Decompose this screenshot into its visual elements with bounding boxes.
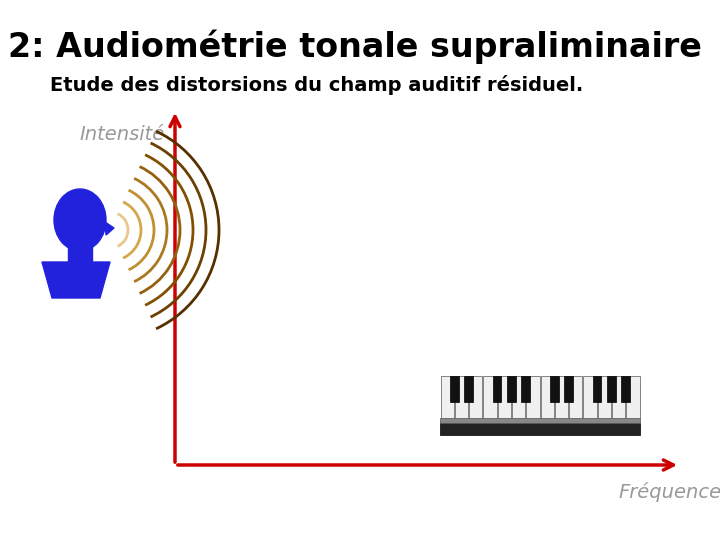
Bar [440,418,640,423]
Bar [455,376,468,418]
Bar [68,237,92,262]
Bar [464,376,473,402]
Bar [612,376,625,418]
Bar [583,376,597,418]
Text: Etude des distorsions du champ auditif résiduel.: Etude des distorsions du champ auditif r… [50,75,583,95]
Bar [450,376,459,402]
Bar [493,376,501,402]
Text: Fréquence: Fréquence [618,482,720,502]
Ellipse shape [54,189,106,251]
Text: 2: Audiométrie tonale supraliminaire: 2: Audiométrie tonale supraliminaire [8,30,702,64]
Bar [593,376,601,402]
Bar [512,376,525,418]
Bar [507,376,516,402]
Bar [521,376,530,402]
Polygon shape [42,262,110,298]
Bar [569,376,582,418]
Bar [541,376,554,418]
Bar [440,423,640,435]
Bar [626,376,639,418]
Bar [526,376,539,418]
Bar [498,376,511,418]
Text: Intensité: Intensité [80,125,165,144]
Bar [555,376,568,418]
Bar [607,376,616,402]
Bar [598,376,611,418]
Bar [564,376,573,402]
Polygon shape [105,222,114,235]
Bar [621,376,630,402]
Bar [550,376,559,402]
Bar [483,376,497,418]
Bar [469,376,482,418]
Bar [441,376,454,418]
